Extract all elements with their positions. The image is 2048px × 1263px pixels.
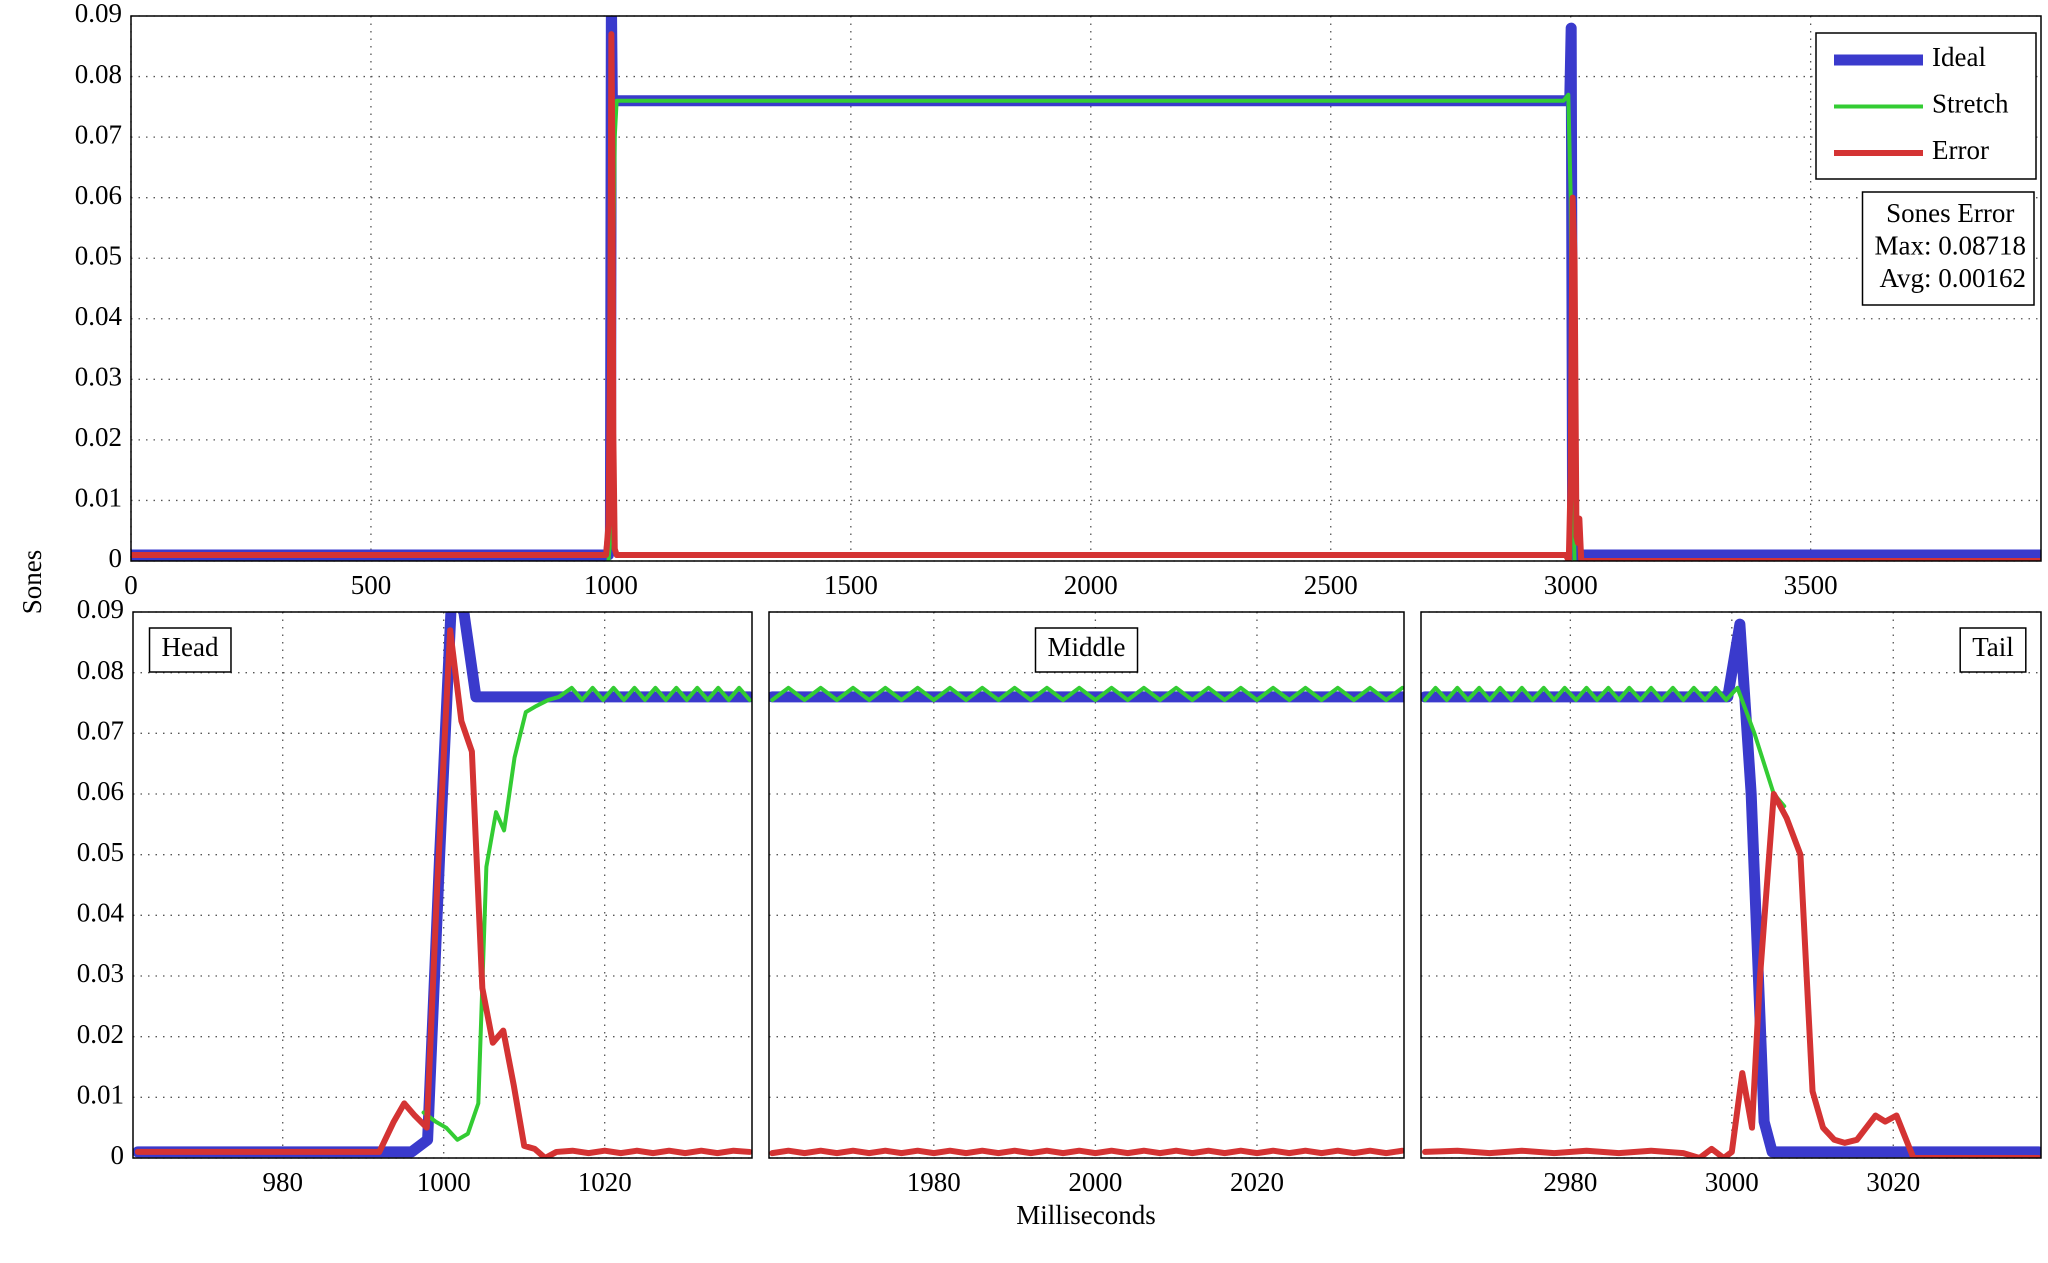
data-line	[134, 627, 752, 1158]
data-line	[606, 92, 1577, 561]
x-tick-label: 1500	[824, 570, 878, 600]
annotation-text: Max: 0.08718	[1875, 231, 2027, 261]
x-tick-label: 1020	[578, 1167, 632, 1197]
x-tick-label: 980	[262, 1167, 303, 1197]
plot: 0 0.01 0.02 0.03 0.04 0.05 0.06 0.07 0.08 0.09 980…	[77, 594, 753, 1197]
y-tick-label: 0.08	[75, 59, 122, 89]
plot: 1980 2000 2020 Middle	[768, 611, 1405, 1197]
y-tick-label: 0.08	[77, 655, 124, 685]
y-tick-label: 0.06	[75, 180, 122, 210]
panel-label-box	[148, 627, 232, 673]
annotation-text: Avg: 0.00162	[1880, 263, 2027, 293]
data-line	[133, 612, 752, 1158]
series-group	[131, 16, 2041, 561]
y-axis-label: Sones	[17, 550, 47, 615]
x-tick-label: 3000	[1705, 1167, 1759, 1197]
plot-frame	[132, 611, 753, 1159]
annotation-text: Sones Error	[1886, 198, 2014, 228]
data-line	[421, 685, 752, 1142]
legend-label: Error	[1932, 135, 1989, 165]
plot-frame	[768, 611, 1405, 1159]
plot-frame	[130, 15, 2042, 562]
y-tick-label: 0.05	[77, 837, 124, 867]
plot: 2980 3000 3020 Tail	[1420, 611, 2042, 1197]
data-line	[1422, 791, 2041, 1158]
x-tick-label: 500	[351, 570, 392, 600]
x-tick-label: 2000	[1064, 570, 1118, 600]
x-tick-label: 1000	[417, 1167, 471, 1197]
y-tick-label: 0.07	[77, 716, 124, 746]
series-group	[1421, 618, 2041, 1158]
data-line	[769, 1147, 1404, 1157]
panel-label-box	[1959, 627, 2027, 673]
panel-label: Head	[162, 632, 219, 662]
x-tick-label: 1000	[584, 570, 638, 600]
y-tick-label: 0.04	[77, 898, 125, 928]
plot: 0 0.01 0.02 0.03 0.04 0.05 0.06 0.07 0.08 0.09 0 50…	[75, 0, 2042, 600]
data-line	[770, 685, 1404, 702]
panel-label-box	[1034, 627, 1139, 673]
y-tick-label: 0.06	[77, 776, 124, 806]
x-tick-label: 1980	[907, 1167, 961, 1197]
y-tick-label: 0.09	[77, 594, 124, 624]
x-tick-label: 2500	[1304, 570, 1358, 600]
data-line	[1423, 685, 1787, 809]
y-tick-label: 0.01	[77, 1080, 124, 1110]
y-tick-label: 0.03	[75, 362, 122, 392]
legend-label: Stretch	[1932, 89, 2009, 119]
x-tick-label: 2000	[1068, 1167, 1122, 1197]
y-tick-label: 0.09	[75, 0, 122, 28]
x-tick-label: 0	[124, 570, 138, 600]
y-tick-label: 0.07	[75, 119, 122, 149]
x-tick-label: 3020	[1866, 1167, 1920, 1197]
y-tick-label: 0.02	[77, 1019, 124, 1049]
y-tick-label: 0.05	[75, 240, 122, 270]
y-tick-label: 0.03	[77, 958, 124, 988]
x-axis-label: Milliseconds	[1016, 1200, 1156, 1230]
y-tick-label: 0	[111, 1140, 125, 1170]
plot-frame	[1420, 611, 2042, 1159]
x-tick-label: 2980	[1543, 1167, 1597, 1197]
legend-label: Ideal	[1932, 42, 1986, 72]
panel-label: Tail	[1972, 632, 2014, 662]
series-group	[133, 612, 752, 1158]
panel-label: Middle	[1048, 632, 1126, 662]
x-tick-label: 3000	[1544, 570, 1598, 600]
x-tick-label: 3500	[1784, 570, 1838, 600]
series-group	[769, 685, 1404, 1157]
data-line	[131, 16, 2041, 561]
data-line	[131, 31, 2041, 561]
y-tick-label: 0	[109, 543, 123, 573]
y-tick-label: 0.02	[75, 422, 122, 452]
y-tick-label: 0.01	[75, 483, 122, 513]
y-tick-label: 0.04	[75, 301, 123, 331]
annotation-box	[1861, 191, 2035, 306]
x-tick-label: 2020	[1230, 1167, 1284, 1197]
